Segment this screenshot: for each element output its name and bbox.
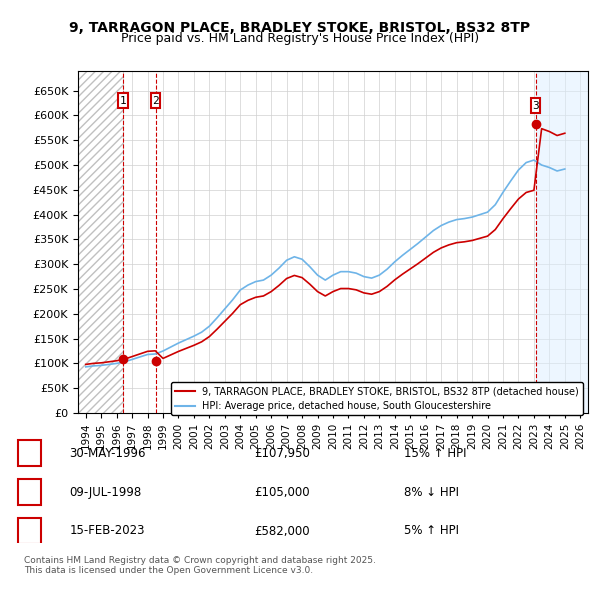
Text: 9, TARRAGON PLACE, BRADLEY STOKE, BRISTOL, BS32 8TP: 9, TARRAGON PLACE, BRADLEY STOKE, BRISTO… — [70, 21, 530, 35]
Bar — [78, 71, 123, 413]
Text: 3: 3 — [26, 525, 33, 537]
FancyBboxPatch shape — [18, 479, 41, 505]
Bar — [536, 71, 588, 413]
FancyBboxPatch shape — [18, 518, 41, 544]
Text: Price paid vs. HM Land Registry's House Price Index (HPI): Price paid vs. HM Land Registry's House … — [121, 32, 479, 45]
Text: 2: 2 — [152, 96, 159, 106]
Text: 30-MAY-1996: 30-MAY-1996 — [70, 447, 146, 460]
Text: 3: 3 — [532, 100, 539, 110]
Text: 15% ↑ HPI: 15% ↑ HPI — [404, 447, 466, 460]
Text: 8% ↓ HPI: 8% ↓ HPI — [404, 486, 458, 499]
Text: 1: 1 — [119, 96, 127, 106]
Text: £107,950: £107,950 — [254, 447, 310, 460]
Text: 15-FEB-2023: 15-FEB-2023 — [70, 525, 145, 537]
FancyBboxPatch shape — [118, 93, 128, 108]
Text: 1: 1 — [26, 447, 33, 460]
FancyBboxPatch shape — [151, 93, 160, 108]
Text: Contains HM Land Registry data © Crown copyright and database right 2025.
This d: Contains HM Land Registry data © Crown c… — [24, 556, 376, 575]
FancyBboxPatch shape — [18, 440, 41, 466]
Text: 5% ↑ HPI: 5% ↑ HPI — [404, 525, 458, 537]
FancyBboxPatch shape — [531, 98, 541, 113]
Text: £582,000: £582,000 — [254, 525, 310, 537]
Text: 09-JUL-1998: 09-JUL-1998 — [70, 486, 142, 499]
Legend: 9, TARRAGON PLACE, BRADLEY STOKE, BRISTOL, BS32 8TP (detached house), HPI: Avera: 9, TARRAGON PLACE, BRADLEY STOKE, BRISTO… — [172, 382, 583, 415]
Text: £105,000: £105,000 — [254, 486, 310, 499]
Text: 2: 2 — [26, 486, 33, 499]
